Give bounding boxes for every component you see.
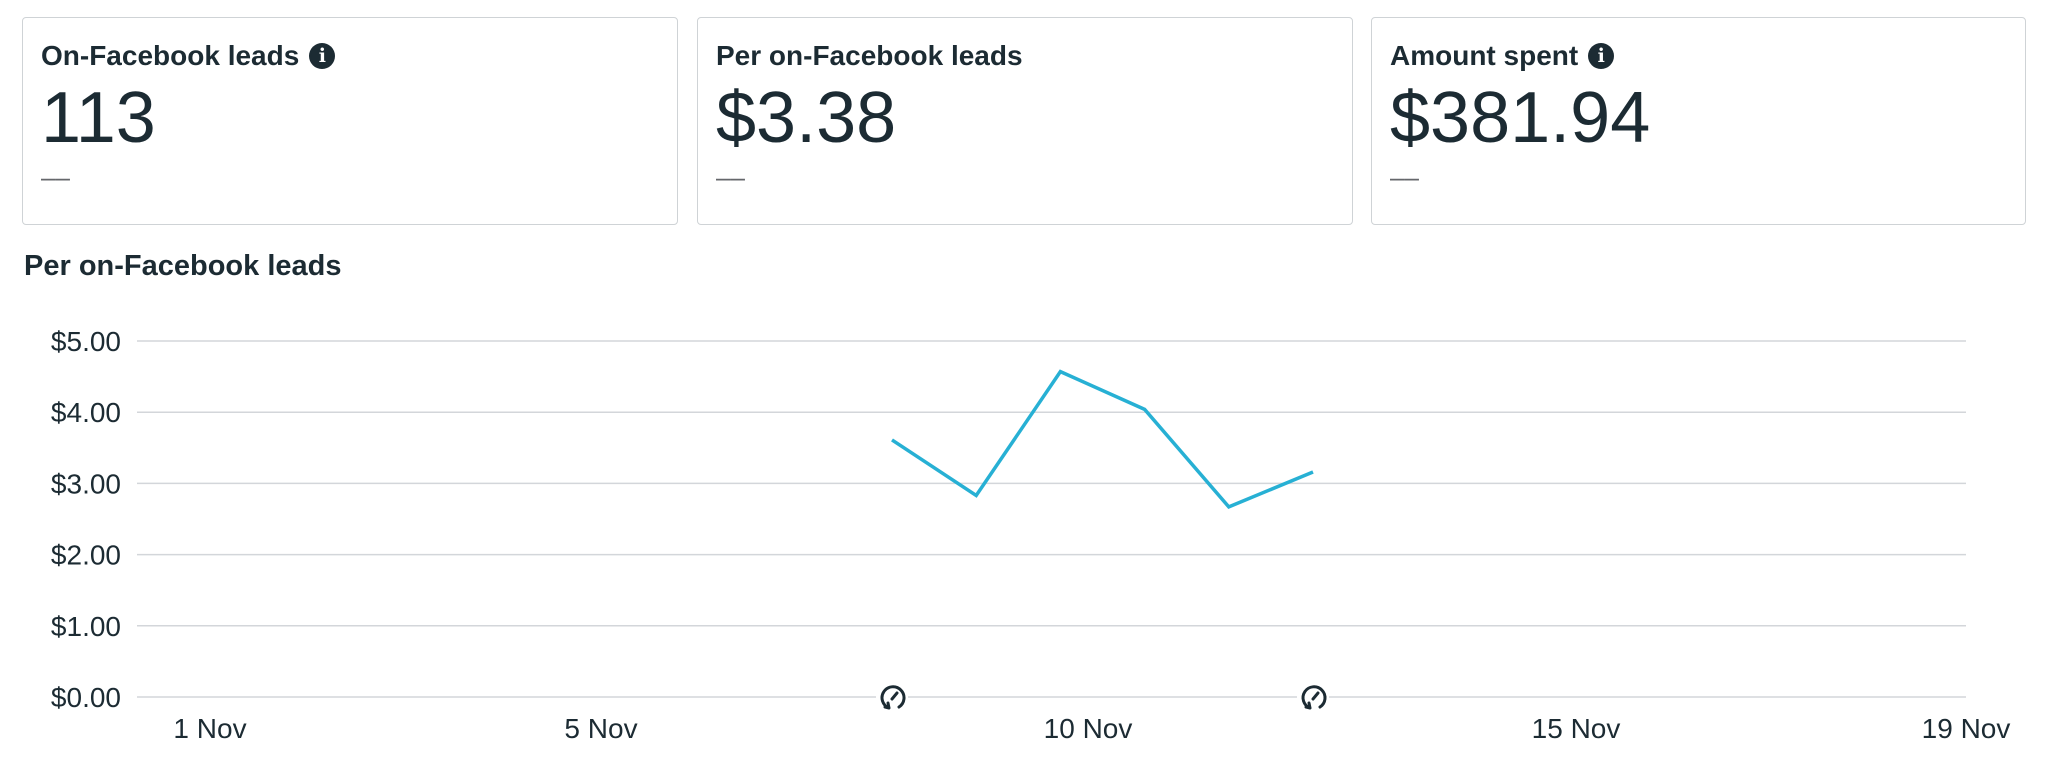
card-delta: ––	[41, 162, 70, 192]
card-title: Amount spent	[1390, 40, 1579, 71]
card-value: 113	[41, 78, 156, 158]
card-per-on-facebook-leads[interactable]: Per on-Facebook leads $3.38 ––	[697, 17, 1353, 225]
x-tick-label: 15 Nov	[1532, 713, 1621, 744]
y-tick-label: $1.00	[51, 611, 121, 642]
y-tick-label: $3.00	[51, 468, 121, 499]
x-tick-label: 19 Nov	[1922, 713, 2011, 744]
card-title: On-Facebook leads	[41, 40, 300, 71]
y-tick-label: $4.00	[51, 397, 121, 428]
card-title: Per on-Facebook leads	[716, 40, 1023, 71]
y-tick-label: $0.00	[51, 682, 121, 713]
info-icon[interactable]: i	[1588, 43, 1615, 69]
x-tick-label: 10 Nov	[1044, 713, 1133, 744]
card-delta: ––	[1390, 162, 1419, 192]
x-tick-label: 5 Nov	[564, 713, 637, 744]
x-tick-label: 1 Nov	[173, 713, 246, 744]
card-value: $381.94	[1390, 78, 1651, 158]
y-tick-label: $5.00	[51, 326, 121, 357]
card-on-facebook-leads[interactable]: On-Facebook leads i 113 ––	[22, 17, 678, 225]
learning-phase-icon[interactable]	[880, 685, 906, 710]
learning-phase-icon[interactable]	[1301, 685, 1327, 710]
info-icon[interactable]: i	[309, 43, 336, 69]
card-value: $3.38	[716, 78, 897, 158]
card-amount-spent[interactable]: Amount spent i $381.94 ––	[1371, 17, 2026, 225]
chart-title: Per on-Facebook leads	[24, 250, 342, 282]
y-tick-label: $2.00	[51, 540, 121, 571]
series-line	[891, 369, 1314, 509]
card-delta: ––	[716, 162, 745, 192]
